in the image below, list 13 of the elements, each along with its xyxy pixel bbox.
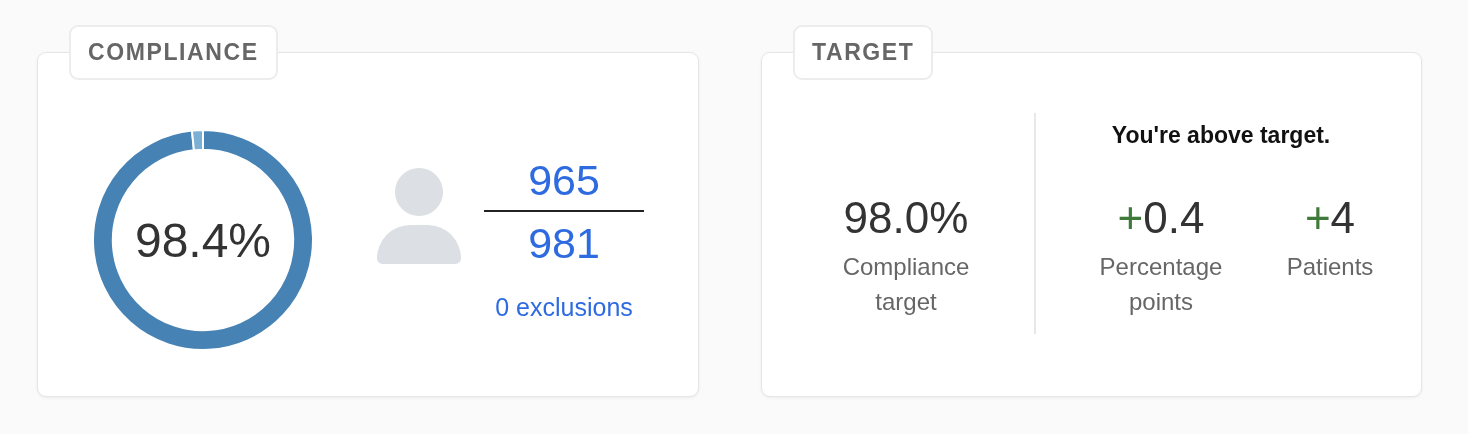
text: 965 — [528, 156, 600, 205]
text: You're above target. — [1111, 122, 1331, 149]
text: +4 — [1304, 192, 1356, 243]
text: 981 — [528, 219, 600, 268]
chart-title: COMPLIANCE — [69, 25, 278, 80]
text: TARGET — [793, 25, 934, 80]
text: Compliance target — [841, 252, 971, 317]
text: Percentage points — [1098, 252, 1224, 317]
text: 98.0% — [843, 192, 969, 243]
text: 0 exclusions — [495, 293, 633, 322]
text: 98.4% — [134, 213, 272, 268]
text: +0.4 — [1117, 192, 1205, 243]
text: Patients — [1285, 252, 1375, 282]
